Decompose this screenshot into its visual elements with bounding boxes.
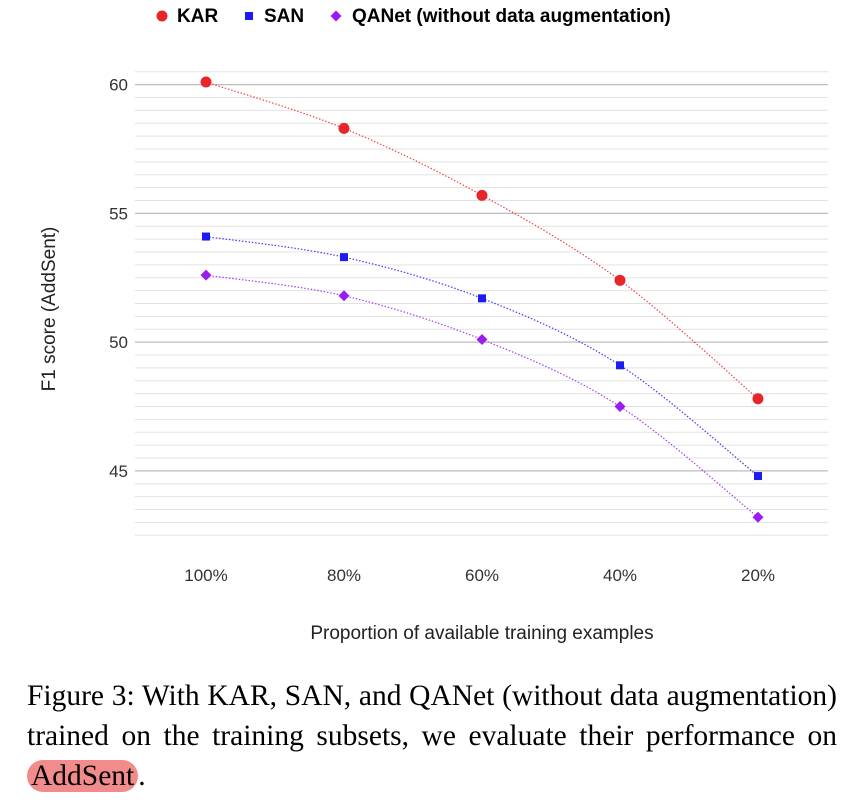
legend-marker-2 xyxy=(245,12,253,20)
x-tick-label: 80% xyxy=(327,566,361,585)
chart-container: KAR SAN QANet (without data augmentation) … xyxy=(39,6,828,644)
x-tick-label: 20% xyxy=(741,566,775,585)
data-point-series-3 xyxy=(476,334,488,346)
x-tick-label: 100% xyxy=(184,566,227,585)
series-line-3 xyxy=(205,274,759,518)
data-point-series-2 xyxy=(340,253,348,262)
x-axis-title: Proportion of available training example… xyxy=(310,623,653,644)
data-point-series-2 xyxy=(754,472,762,481)
y-tick-label: 55 xyxy=(109,204,128,223)
data-point-series-2 xyxy=(478,294,486,303)
data-point-series-2 xyxy=(616,361,624,370)
data-point-series-3 xyxy=(338,290,350,302)
legend-label-1: KAR xyxy=(177,6,218,27)
data-point-series-1 xyxy=(476,189,488,201)
data-point-series-1 xyxy=(752,393,764,405)
y-axis-title: F1 score (AddSent) xyxy=(39,227,60,392)
y-tick-label: 60 xyxy=(109,76,128,95)
data-point-series-3 xyxy=(614,401,626,413)
series-line-2 xyxy=(205,235,759,477)
y-tick-label: 45 xyxy=(109,462,128,481)
x-tick-label: 40% xyxy=(603,566,637,585)
figure-caption: Figure 3: With KAR, SAN, and QANet (with… xyxy=(27,676,837,796)
x-tick-label: 60% xyxy=(465,566,499,585)
y-tick-label: 50 xyxy=(109,333,128,352)
legend-label-2: SAN xyxy=(264,6,304,27)
series-line-1 xyxy=(205,81,759,400)
data-point-series-3 xyxy=(200,269,212,281)
legend-marker-3 xyxy=(330,10,342,22)
caption-text: Figure 3: With KAR, SAN, and QANet (with… xyxy=(27,680,837,752)
caption-highlight: AddSent xyxy=(27,760,139,792)
legend-label-3: QANet (without data augmentation) xyxy=(352,6,671,27)
data-point-series-1 xyxy=(338,122,350,134)
data-point-series-3 xyxy=(752,511,764,523)
data-point-series-1 xyxy=(200,76,212,88)
line-chart: KAR SAN QANet (without data augmentation) … xyxy=(39,6,828,644)
data-point-series-2 xyxy=(202,232,210,241)
legend-marker-1 xyxy=(156,10,168,22)
data-point-series-1 xyxy=(614,274,626,286)
caption-suffix: . xyxy=(138,760,146,792)
